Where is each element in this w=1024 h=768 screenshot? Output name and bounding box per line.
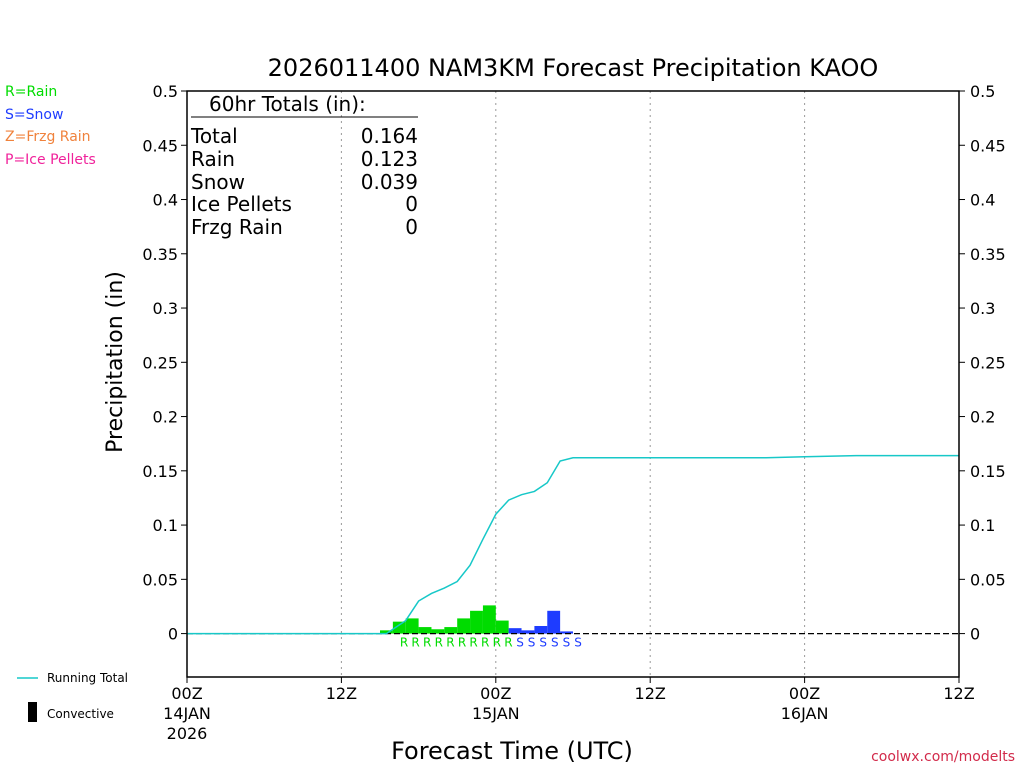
totals-row-frzg-value: 0 <box>405 215 418 239</box>
y-tick-label-right-0.1: 0.1 <box>970 516 995 535</box>
running-total-group <box>187 454 959 635</box>
y-tick-label-right-0.4: 0.4 <box>970 191 995 210</box>
totals-row-total-value: 0.164 <box>361 124 418 148</box>
ptype-marker-12: S <box>539 636 547 650</box>
legend-convective-swatch <box>28 702 37 722</box>
y-tick-label-right-0.5: 0.5 <box>970 82 995 101</box>
precip-bar-25h <box>495 620 509 634</box>
legend-convective: Convective <box>47 707 114 721</box>
totals-row-snow-value: 0.039 <box>361 170 418 194</box>
totals-row-rain-value: 0.123 <box>361 147 418 171</box>
chart-title: 2026011400 NAM3KM Forecast Precipitation… <box>268 54 879 82</box>
ptype-marker-7: R <box>481 636 489 650</box>
credit-text: coolwx.com/modelts <box>871 749 1015 765</box>
y-ticks-group: 0 00.05 0.050.1 0.10.15 0.150.2 0.20.25 0.250.… <box>142 82 1005 644</box>
totals-row-ice-value: 0 <box>405 192 418 216</box>
y-tick-label-right-0.3: 0.3 <box>970 299 995 318</box>
x-tick-date-24h: 15JAN <box>472 704 520 723</box>
ptype-marker-9: R <box>504 636 512 650</box>
y-tick-label-left-0.4: 0.4 <box>153 191 178 210</box>
totals-row-ice-label: Ice Pellets <box>191 192 292 216</box>
ptype-marker-11: S <box>528 636 536 650</box>
totals-row-rain-label: Rain <box>191 147 235 171</box>
grid-lines <box>340 91 806 677</box>
plot-frame <box>186 90 960 678</box>
precip-bar-20h <box>431 629 445 634</box>
y-tick-label-left-0.15: 0.15 <box>142 462 178 481</box>
y-tick-label-right-0.25: 0.25 <box>970 353 1006 372</box>
ptype-marker-10: S <box>516 636 524 650</box>
bars-group <box>380 605 573 634</box>
precip-bar-30h <box>560 631 573 634</box>
x-tick-label-36h: 12Z <box>635 684 666 703</box>
precip-bar-28h <box>534 625 548 634</box>
y-tick-label-right-0.2: 0.2 <box>970 408 995 427</box>
ptype-marker-0: R <box>400 636 408 650</box>
ptype-marker-3: R <box>435 636 443 650</box>
ptype-marker-8: R <box>493 636 501 650</box>
precip-bar-24h <box>482 605 496 634</box>
y-tick-label-left-0.35: 0.35 <box>142 245 178 264</box>
precip-bar-18h <box>405 618 419 634</box>
totals-row-snow-label: Snow <box>191 170 245 194</box>
legend-ice-pellets: P=Ice Pellets <box>5 152 96 168</box>
y-tick-label-left-0.05: 0.05 <box>142 570 178 589</box>
ptype-marker-13: S <box>551 636 559 650</box>
running-total-line <box>187 454 959 635</box>
legend-snow: S=Snow <box>5 107 63 123</box>
y-tick-label-right-0.35: 0.35 <box>970 245 1006 264</box>
legend-frzg-rain: Z=Frzg Rain <box>5 129 91 145</box>
ptype-marker-2: R <box>423 636 431 650</box>
x-tick-date-0h: 14JAN <box>163 704 211 723</box>
y-tick-label-left-0: 0 <box>168 625 178 644</box>
precip-bar-21h <box>444 627 458 634</box>
y-tick-label-left-0.1: 0.1 <box>153 516 178 535</box>
precip-bar-23h <box>470 610 483 634</box>
x-tick-label-0h: 00Z <box>171 684 202 703</box>
precip-bar-22h <box>457 618 471 634</box>
legend-rain: R=Rain <box>5 84 57 100</box>
precip-bar-26h <box>508 628 522 634</box>
ptype-marker-15: S <box>574 636 582 650</box>
x-axis-label: Forecast Time (UTC) <box>391 737 633 765</box>
x-tick-label-24h: 00Z <box>480 684 511 703</box>
totals-heading: 60hr Totals (in): <box>209 92 366 116</box>
x-tick-label-48h: 00Z <box>789 684 820 703</box>
legend-running-total: Running Total <box>47 671 128 685</box>
x-tick-date-48h: 16JAN <box>781 704 829 723</box>
precip-bar-16h <box>380 630 393 634</box>
y-axis-label: Precipitation (in) <box>103 271 128 453</box>
ptype-marker-5: R <box>458 636 466 650</box>
ptype-marker-1: R <box>411 636 419 650</box>
y-tick-label-left-0.25: 0.25 <box>142 353 178 372</box>
y-tick-label-right-0.45: 0.45 <box>970 136 1006 155</box>
y-tick-label-right-0.15: 0.15 <box>970 462 1006 481</box>
precip-bar-17h <box>392 621 406 634</box>
x-tick-label-60h: 12Z <box>943 684 974 703</box>
precip-bar-29h <box>547 610 561 634</box>
x-tick-year-0h: 2026 <box>167 724 208 743</box>
y-tick-label-left-0.2: 0.2 <box>153 408 178 427</box>
totals-row-frzg-label: Frzg Rain <box>191 215 283 239</box>
ptype-marker-14: S <box>563 636 571 650</box>
y-tick-label-right-0: 0 <box>970 625 980 644</box>
ptype-marker-4: R <box>446 636 454 650</box>
y-tick-label-left-0.3: 0.3 <box>153 299 178 318</box>
precip-bar-19h <box>418 627 432 634</box>
totals-row-total-label: Total <box>190 124 238 148</box>
precip-bar-27h <box>521 630 535 634</box>
ptype-marker-6: R <box>469 636 477 650</box>
totals-box: 60hr Totals (in): Total 0.164 Rain 0.123… <box>190 92 418 239</box>
y-tick-label-left-0.45: 0.45 <box>142 136 178 155</box>
y-tick-label-right-0.05: 0.05 <box>970 570 1006 589</box>
y-tick-label-left-0.5: 0.5 <box>153 82 178 101</box>
x-tick-label-12h: 12Z <box>326 684 357 703</box>
